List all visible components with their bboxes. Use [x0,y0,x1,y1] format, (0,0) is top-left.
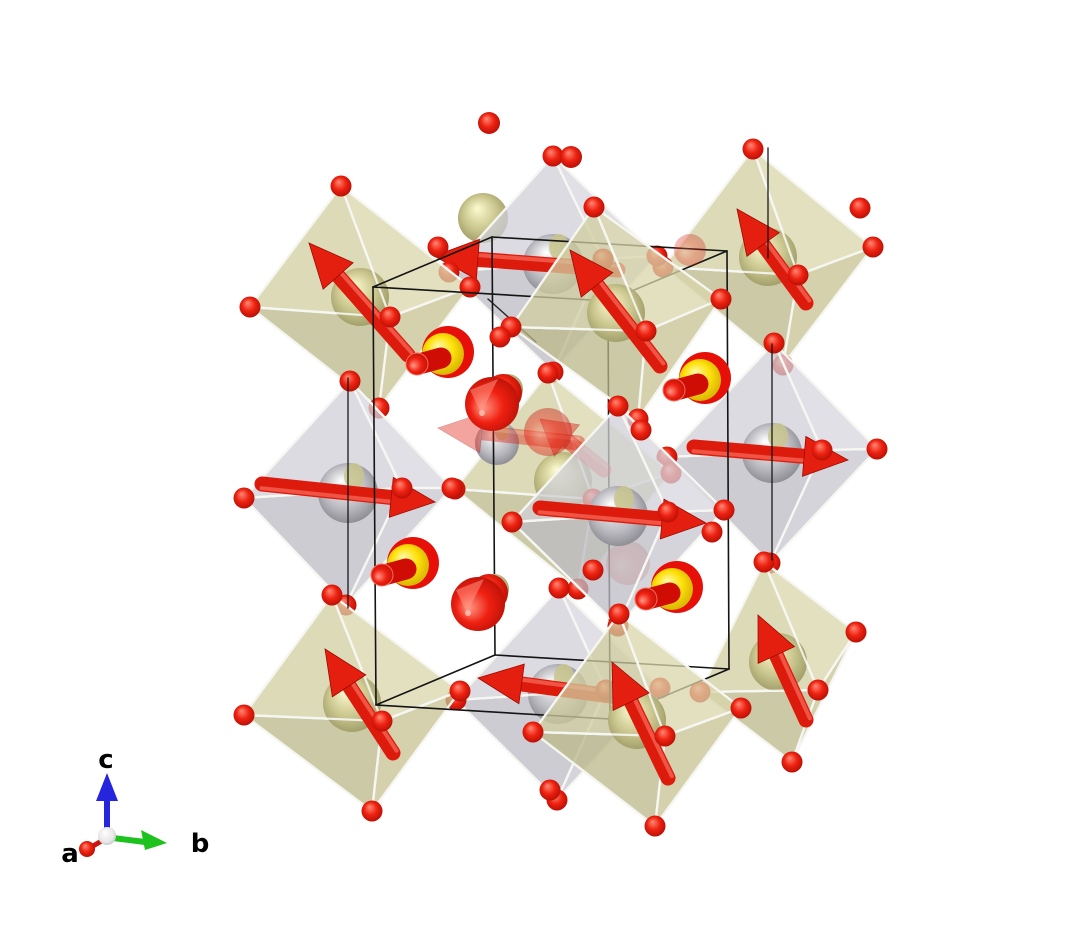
occluded-arrow-cone [674,234,706,266]
oxygen-atom [239,296,261,318]
oxygen-atom [321,584,343,606]
oxygen-atom [630,419,652,441]
moment-arrow [611,661,676,786]
axes-origin [98,827,116,845]
oxygen-atom [583,196,605,218]
sphere-reflection [614,486,634,512]
oxygen-atom [787,264,809,286]
oxygen-atom [763,332,785,354]
a-site-red-atom-group [451,574,509,631]
olive-octahedron-back [233,584,471,822]
a-site-yellow-atom-group [405,326,474,378]
oxygen-atom [548,577,570,599]
oxygen-atom [849,197,871,219]
oxygen-atom [371,710,393,732]
oxygen-atom [391,477,413,499]
olive-octahedron-front [500,196,732,430]
c-axis-arrow [96,773,118,801]
oxygen-atom [654,725,676,747]
arrow-shaft-cap [405,352,429,376]
b-axis-arrow [141,830,167,850]
moment-arrow-head [437,412,485,454]
sphere-reflection [344,463,364,489]
moment-arrow-head [611,661,650,711]
oxygen-atom [361,800,383,822]
oxygen-atom [330,175,352,197]
a-axis-arrow [79,841,95,857]
oxygen-atom [459,276,481,298]
moment-arrow-head [308,242,354,290]
cone-apex [465,610,471,616]
oxygen-atom [644,815,666,837]
oxygen-atom [441,477,463,499]
oxygen-atom [379,306,401,328]
oxygen-atom [542,145,564,167]
oxygen-atom [713,499,735,521]
oxygen-atom [753,551,775,573]
oxygen-atom [862,236,884,258]
moment-arrow [308,242,416,363]
moment-arrow-head [324,648,367,698]
oxygen-atom [701,521,723,543]
sphere-reflection [768,423,788,449]
oxygen-atom [742,138,764,160]
cone-highlight [456,579,484,613]
oxygen-atom [233,704,255,726]
oxygen-atom [539,779,561,801]
oxygen-atom [582,559,604,581]
oxygen-atom [339,370,361,392]
a-site-yellow-atom-group [370,537,439,589]
moment-arrow [324,648,401,761]
olive-octahedron-front [522,603,752,837]
olive-octahedron-back [239,175,481,419]
oxygen-atom [657,501,679,523]
oxygen-atom [501,511,523,533]
axis-label-c: c [98,745,113,775]
moment-arrow-head [477,663,525,705]
axes-widget: a b c [61,745,209,869]
oxygen-atom [845,621,867,643]
oxygen-atom [635,320,657,342]
cone-apex [479,410,485,416]
oxygen-atom [560,146,582,168]
oxygen-atom [710,288,732,310]
axis-label-b: b [191,829,210,859]
arrow-shaft-cap [662,378,686,402]
oxygen-atom [608,603,630,625]
moment-arrow-head [569,249,614,298]
a-site-red-atom-group [465,374,523,431]
oxygen-atom [866,438,888,460]
axis-label-a: a [61,839,79,869]
oxygen-atom [537,362,559,384]
moment-arrow [757,614,814,728]
moment-arrow [569,249,668,374]
a-site-yellow-atom-group [634,561,703,613]
arrow-shaft-cap [634,587,658,611]
oxygen-atom [427,236,449,258]
oxygen-atom [730,697,752,719]
a-site-yellow-atom-group [662,352,731,404]
oxygen-atom [449,680,471,702]
moment-arrow-head [736,208,780,257]
cone-highlight [470,379,498,413]
oxygen-atom [522,721,544,743]
oxygen-atom [478,112,500,134]
moment-arrow-head [757,614,796,664]
oxygen-atom [781,751,803,773]
oxygen-atom [489,326,511,348]
oxygen-atom [233,487,255,509]
oxygen-atom [811,439,833,461]
arrow-shaft-cap [370,563,394,587]
oxygen-atom [607,395,629,417]
occluded-arrow-cone [524,408,572,456]
oxygen-atom [807,679,829,701]
